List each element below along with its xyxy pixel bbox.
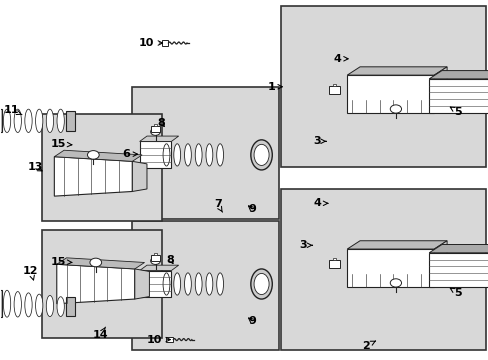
Ellipse shape xyxy=(36,109,43,132)
Bar xyxy=(132,87,278,220)
Polygon shape xyxy=(428,71,488,79)
Polygon shape xyxy=(433,67,446,113)
Bar xyxy=(140,141,171,168)
Bar xyxy=(66,297,75,316)
Ellipse shape xyxy=(184,273,191,295)
Circle shape xyxy=(389,105,401,113)
Bar xyxy=(328,260,339,268)
Polygon shape xyxy=(135,269,149,299)
Text: 15: 15 xyxy=(50,139,72,149)
Bar xyxy=(150,255,160,261)
Bar xyxy=(346,75,433,113)
Text: 5: 5 xyxy=(449,107,461,117)
Polygon shape xyxy=(132,161,147,192)
Bar xyxy=(132,221,278,350)
Bar xyxy=(42,230,161,338)
Bar xyxy=(0,290,1,317)
Text: 12: 12 xyxy=(23,266,39,280)
Bar xyxy=(332,258,335,260)
Text: 8: 8 xyxy=(158,118,165,128)
Ellipse shape xyxy=(216,144,223,166)
Ellipse shape xyxy=(46,296,54,316)
Ellipse shape xyxy=(250,140,272,170)
Ellipse shape xyxy=(195,273,202,295)
Ellipse shape xyxy=(46,109,54,132)
Ellipse shape xyxy=(25,293,32,317)
Bar xyxy=(66,111,75,131)
Bar xyxy=(154,124,157,126)
Circle shape xyxy=(90,258,102,267)
Bar xyxy=(346,249,433,287)
Circle shape xyxy=(389,279,401,287)
Text: 5: 5 xyxy=(449,288,461,298)
Ellipse shape xyxy=(254,144,268,166)
Polygon shape xyxy=(54,157,132,196)
Polygon shape xyxy=(140,265,178,271)
Bar xyxy=(166,337,173,342)
Polygon shape xyxy=(57,264,135,304)
Text: 13: 13 xyxy=(28,162,43,172)
Ellipse shape xyxy=(163,273,169,295)
Text: 2: 2 xyxy=(362,341,375,351)
Text: 3: 3 xyxy=(312,136,325,146)
Ellipse shape xyxy=(57,297,64,316)
Polygon shape xyxy=(428,244,488,253)
Bar xyxy=(42,114,161,221)
Polygon shape xyxy=(346,241,446,249)
Ellipse shape xyxy=(195,144,202,166)
Polygon shape xyxy=(140,136,178,141)
Bar xyxy=(150,126,160,132)
Text: 9: 9 xyxy=(247,316,255,325)
Ellipse shape xyxy=(250,269,272,299)
Text: 10: 10 xyxy=(146,334,170,345)
Ellipse shape xyxy=(3,290,11,317)
Bar xyxy=(281,189,485,350)
Ellipse shape xyxy=(57,109,64,132)
Circle shape xyxy=(87,150,99,159)
Text: 9: 9 xyxy=(247,204,255,214)
Text: 6: 6 xyxy=(122,149,137,159)
Ellipse shape xyxy=(216,273,223,295)
Bar xyxy=(328,86,339,94)
Polygon shape xyxy=(54,150,142,161)
Ellipse shape xyxy=(14,292,21,317)
Ellipse shape xyxy=(205,144,212,166)
Ellipse shape xyxy=(163,144,169,166)
Circle shape xyxy=(150,257,160,265)
Bar xyxy=(428,79,488,113)
Ellipse shape xyxy=(205,273,212,295)
Text: 4: 4 xyxy=(332,54,347,64)
Bar xyxy=(428,253,488,287)
Polygon shape xyxy=(346,67,446,75)
Bar xyxy=(0,109,1,132)
Bar xyxy=(161,40,168,46)
Polygon shape xyxy=(57,258,144,269)
Bar xyxy=(332,84,335,86)
Circle shape xyxy=(150,128,160,135)
Text: 7: 7 xyxy=(213,199,222,212)
Text: 11: 11 xyxy=(4,105,22,115)
Text: 10: 10 xyxy=(138,38,162,48)
Ellipse shape xyxy=(25,109,32,132)
Ellipse shape xyxy=(254,274,268,294)
Polygon shape xyxy=(433,241,446,287)
Text: 4: 4 xyxy=(313,198,327,208)
Ellipse shape xyxy=(184,144,191,166)
Text: 3: 3 xyxy=(299,240,312,250)
Ellipse shape xyxy=(173,144,180,166)
Bar xyxy=(140,271,171,297)
Bar xyxy=(154,253,157,255)
Text: 14: 14 xyxy=(93,327,108,340)
Ellipse shape xyxy=(14,109,21,132)
Text: 8: 8 xyxy=(166,255,174,265)
Bar xyxy=(281,6,485,167)
Ellipse shape xyxy=(173,273,180,295)
Text: 15: 15 xyxy=(50,257,72,267)
Text: 1: 1 xyxy=(267,82,282,92)
Ellipse shape xyxy=(3,109,11,132)
Ellipse shape xyxy=(36,294,43,317)
